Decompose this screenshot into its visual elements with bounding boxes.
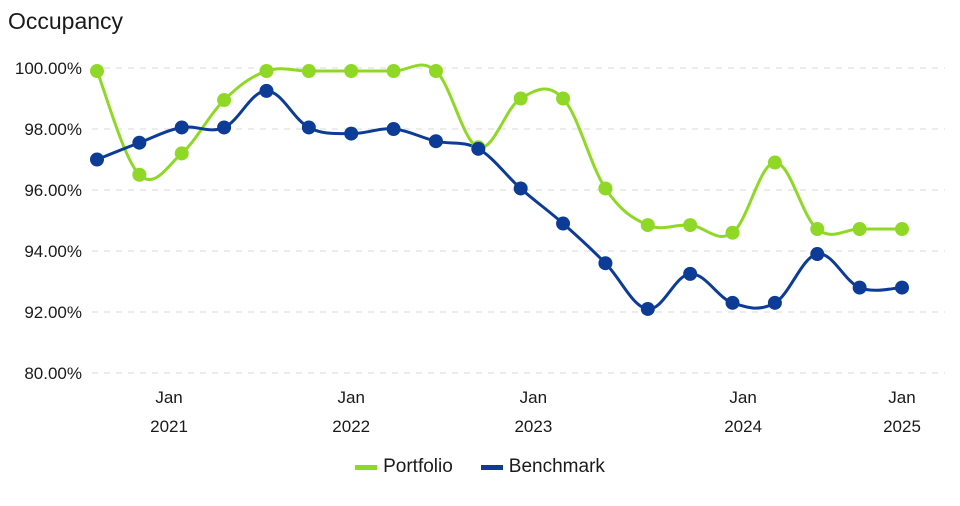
series-line-benchmark bbox=[96, 89, 903, 311]
data-point-portfolio[interactable] bbox=[556, 91, 571, 106]
series-points bbox=[90, 64, 909, 316]
data-point-portfolio[interactable] bbox=[513, 91, 528, 106]
data-point-benchmark[interactable] bbox=[810, 247, 825, 262]
data-point-portfolio[interactable] bbox=[810, 222, 825, 237]
data-point-benchmark[interactable] bbox=[598, 256, 613, 271]
data-point-benchmark[interactable] bbox=[767, 295, 782, 310]
y-tick-label: 96.00% bbox=[24, 181, 82, 200]
data-point-benchmark[interactable] bbox=[471, 141, 486, 156]
y-axis-ticks: 100.00% 98.00% 96.00% 94.00% 92.00% 80.00% bbox=[15, 59, 82, 383]
data-point-portfolio[interactable] bbox=[895, 222, 909, 237]
legend-label-portfolio: Portfolio bbox=[383, 456, 453, 477]
data-point-portfolio[interactable] bbox=[683, 218, 698, 233]
x-tick-year: 2023 bbox=[514, 417, 552, 436]
x-tick-year: 2022 bbox=[332, 417, 370, 436]
data-point-benchmark[interactable] bbox=[683, 266, 698, 281]
data-point-benchmark[interactable] bbox=[386, 122, 401, 136]
data-point-benchmark[interactable] bbox=[90, 152, 104, 167]
data-point-portfolio[interactable] bbox=[767, 155, 782, 170]
data-point-benchmark[interactable] bbox=[132, 135, 147, 150]
legend-item-benchmark[interactable]: Benchmark bbox=[480, 456, 605, 478]
x-tick-month: Jan bbox=[155, 388, 182, 407]
y-tick-label: 100.00% bbox=[15, 59, 82, 78]
data-point-portfolio[interactable] bbox=[640, 218, 655, 233]
data-point-benchmark[interactable] bbox=[259, 83, 274, 98]
data-point-benchmark[interactable] bbox=[428, 134, 443, 149]
data-point-portfolio[interactable] bbox=[132, 167, 147, 182]
data-point-portfolio[interactable] bbox=[174, 146, 189, 161]
x-tick-month: Jan bbox=[888, 388, 915, 407]
y-tick-label: 94.00% bbox=[24, 242, 82, 261]
data-point-portfolio[interactable] bbox=[90, 64, 104, 79]
data-point-benchmark[interactable] bbox=[725, 295, 740, 310]
y-tick-label: 98.00% bbox=[24, 120, 82, 139]
legend-item-portfolio[interactable]: Portfolio bbox=[355, 456, 453, 478]
gridlines bbox=[92, 67, 945, 374]
data-point-portfolio[interactable] bbox=[217, 93, 232, 108]
x-axis-ticks: Jan 2021 Jan 2022 Jan 2023 Jan 2024 Jan 2025 bbox=[150, 388, 921, 436]
x-tick-month: Jan bbox=[729, 388, 756, 407]
data-point-portfolio[interactable] bbox=[725, 225, 740, 240]
data-point-portfolio[interactable] bbox=[344, 64, 359, 79]
data-point-benchmark[interactable] bbox=[174, 120, 189, 135]
data-point-benchmark[interactable] bbox=[640, 301, 655, 316]
data-point-portfolio[interactable] bbox=[301, 64, 316, 79]
data-point-benchmark[interactable] bbox=[301, 120, 316, 135]
y-tick-label: 92.00% bbox=[24, 303, 82, 322]
data-point-portfolio[interactable] bbox=[259, 64, 274, 79]
data-point-portfolio[interactable] bbox=[598, 181, 613, 196]
data-point-benchmark[interactable] bbox=[556, 216, 571, 231]
benchmark-swatch bbox=[480, 464, 503, 470]
data-point-benchmark[interactable] bbox=[852, 280, 867, 295]
x-tick-month: Jan bbox=[520, 388, 547, 407]
data-point-benchmark[interactable] bbox=[513, 181, 528, 196]
series-line-portfolio bbox=[95, 63, 902, 238]
x-tick-month: Jan bbox=[337, 388, 364, 407]
legend-label-benchmark: Benchmark bbox=[508, 456, 605, 477]
legend: Portfolio Benchmark bbox=[0, 456, 960, 478]
y-tick-label: 80.00% bbox=[24, 364, 82, 383]
x-tick-year: 2025 bbox=[883, 417, 921, 436]
data-point-portfolio[interactable] bbox=[386, 64, 401, 79]
data-point-portfolio[interactable] bbox=[852, 222, 867, 237]
portfolio-swatch bbox=[355, 464, 378, 470]
x-tick-year: 2024 bbox=[724, 417, 762, 436]
x-tick-year: 2021 bbox=[150, 417, 188, 436]
data-point-benchmark[interactable] bbox=[217, 120, 232, 135]
data-point-benchmark[interactable] bbox=[344, 126, 359, 141]
chart-title: Occupancy bbox=[8, 8, 124, 34]
data-point-benchmark[interactable] bbox=[895, 280, 909, 295]
data-point-portfolio[interactable] bbox=[428, 64, 443, 79]
